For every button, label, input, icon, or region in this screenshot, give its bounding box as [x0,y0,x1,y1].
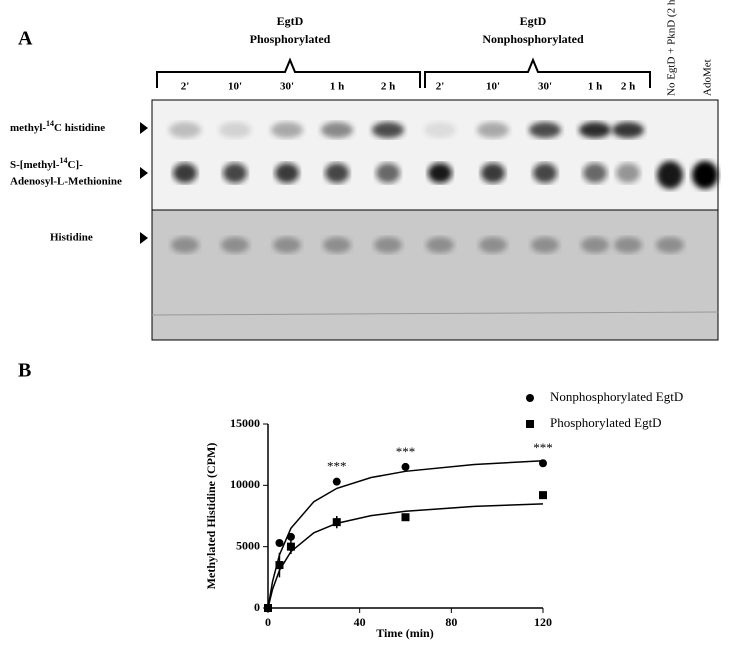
band [614,237,642,253]
row-label: S-[methyl-14C]- [10,156,83,171]
band [372,122,404,138]
y-tick-label: 0 [254,600,260,614]
band [479,237,507,253]
point [401,462,410,471]
legend-marker [526,420,534,428]
point [401,513,410,522]
brace [156,57,421,88]
band [533,163,557,183]
row-label: Adenosyl-L-Methionine [10,176,122,188]
band [275,163,299,183]
gel-bottom [151,209,719,341]
band [219,122,251,138]
lane-label: No EgtD + PknD (2 h) [666,0,678,96]
x-tick-label: 40 [354,615,366,629]
lane-label: 10' [228,81,242,93]
band [221,237,249,253]
x-tick-label: 80 [445,615,457,629]
y-tick-label: 5000 [236,538,260,552]
band [271,122,303,138]
point [286,532,295,541]
panel-label: B [18,360,31,382]
lane-label: 30' [538,81,552,93]
lane-label: 2' [436,81,445,93]
band [321,122,353,138]
arrows [140,122,148,244]
fit-curve [267,503,544,609]
legend-marker [526,394,534,402]
band [612,122,644,138]
band [325,163,349,183]
point [275,538,284,547]
point [264,604,272,612]
band [692,161,718,189]
legend-label: Phosphorylated EgtD [550,415,662,430]
t: S-[methyl- [10,159,60,171]
lane-label: 1 h [330,81,344,93]
band [583,163,607,183]
panel-label: A [18,28,33,50]
lane-label: 2' [181,81,190,93]
y-axis-label: Methylated Histidine (CPM) [204,443,218,590]
lane-label: 1 h [588,81,602,93]
t: 14 [60,156,68,165]
point [539,459,547,468]
point [275,561,284,570]
row-label: methyl-14C histidine [10,119,105,134]
band [477,122,509,138]
lane-label: 2 h [621,81,635,93]
lane-label: AdoMet [702,59,714,96]
point [539,491,547,500]
point [332,518,341,527]
x-tick-label: 120 [534,615,552,629]
brace [424,57,651,88]
band [581,237,609,253]
fit-curve [267,460,544,609]
band [616,163,640,183]
point [286,542,295,551]
band [426,237,454,253]
band [376,163,400,183]
band [273,237,301,253]
band [171,237,199,253]
group-label: Phosphorylated [250,32,331,46]
band [374,237,402,253]
band [481,163,505,183]
group-label: EgtD [277,14,304,28]
gel-line [151,311,719,316]
band [656,237,684,253]
x-axis-label: Time (min) [376,626,433,640]
legend-label: Nonphosphorylated EgtD [550,389,683,404]
band [529,122,561,138]
band [531,237,559,253]
lane-label: 10' [486,81,500,93]
band [579,122,611,138]
t: methyl- [10,122,46,134]
point [332,477,341,486]
band [169,122,201,138]
y-tick-label: 10000 [230,477,260,491]
annotation: *** [327,459,347,474]
group-label: Nonphosphorylated [482,32,584,46]
row-label: Histidine [50,232,93,244]
band [428,163,452,183]
group-label: EgtD [520,14,547,28]
gel-top [151,99,719,211]
band [173,163,197,183]
band [424,122,456,138]
band [223,163,247,183]
t: 14 [46,119,54,128]
band [657,161,683,189]
annotation: *** [396,444,416,459]
t: C]- [68,159,84,171]
lane-label: 30' [280,81,294,93]
lane-label: 2 h [381,81,395,93]
y-tick-label: 15000 [230,416,260,430]
annotation: *** [533,440,553,455]
x-tick-label: 0 [265,615,271,629]
t: C histidine [54,122,105,134]
band [323,237,351,253]
